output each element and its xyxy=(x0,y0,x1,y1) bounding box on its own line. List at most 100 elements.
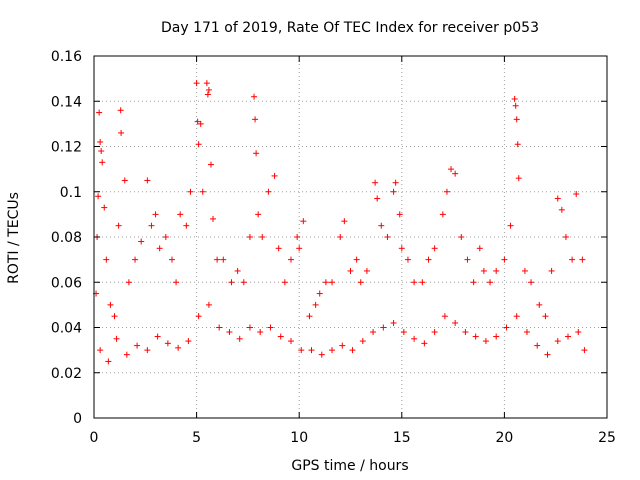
axis-ticks xyxy=(93,55,608,419)
data-point xyxy=(123,351,130,358)
data-point xyxy=(95,193,102,200)
data-point xyxy=(493,267,500,274)
y-tick-label: 0.14 xyxy=(51,94,82,110)
data-point xyxy=(431,245,438,252)
x-tick-label: 15 xyxy=(393,430,411,446)
y-tick-label: 0.04 xyxy=(51,321,82,337)
data-point xyxy=(462,329,469,336)
data-point xyxy=(144,347,151,354)
data-point xyxy=(398,245,405,252)
data-point xyxy=(246,234,253,240)
data-point xyxy=(99,159,106,166)
data-point xyxy=(101,204,108,211)
data-point xyxy=(512,102,519,109)
data-point xyxy=(255,211,262,218)
data-point xyxy=(470,279,477,286)
data-point xyxy=(240,279,247,286)
data-point xyxy=(294,234,301,240)
x-tick-label: 5 xyxy=(192,430,201,446)
data-point xyxy=(154,333,161,340)
data-point xyxy=(372,179,379,186)
data-point xyxy=(384,234,391,240)
y-tick-label: 0.06 xyxy=(51,275,82,291)
data-point xyxy=(287,338,294,345)
y-axis-label: ROTI / TECUs xyxy=(6,192,22,284)
data-point xyxy=(558,206,565,213)
data-point xyxy=(575,329,582,336)
data-point xyxy=(177,211,184,218)
data-point xyxy=(281,279,288,286)
data-point xyxy=(118,129,125,136)
x-tick-label: 0 xyxy=(90,430,99,446)
data-point xyxy=(199,188,206,195)
data-point xyxy=(197,120,204,127)
data-point xyxy=(337,234,344,240)
data-point xyxy=(357,279,364,286)
data-point xyxy=(359,338,366,345)
data-point xyxy=(458,234,465,240)
data-point xyxy=(251,93,258,100)
data-point xyxy=(298,347,305,354)
data-point xyxy=(300,218,307,225)
data-point xyxy=(185,338,192,345)
data-point xyxy=(411,335,418,342)
data-point xyxy=(396,211,403,218)
data-point xyxy=(363,267,370,274)
data-point xyxy=(581,347,588,354)
data-point xyxy=(322,279,329,286)
y-tick-label: 0.1 xyxy=(60,185,82,201)
data-point xyxy=(374,195,381,202)
data-point xyxy=(194,118,201,125)
data-point xyxy=(378,222,385,229)
data-point xyxy=(542,313,549,320)
data-point xyxy=(480,267,487,274)
data-point xyxy=(318,351,325,358)
data-point xyxy=(246,324,253,331)
data-point xyxy=(339,342,346,349)
x-tick-label: 20 xyxy=(495,430,513,446)
data-point xyxy=(513,313,520,320)
data-point xyxy=(503,324,510,331)
y-tick-label: 0.08 xyxy=(51,230,82,246)
data-point xyxy=(97,138,104,145)
x-tick-label: 10 xyxy=(290,430,308,446)
data-point xyxy=(195,141,202,148)
data-point xyxy=(425,256,432,263)
data-point xyxy=(507,222,514,229)
data-point xyxy=(210,215,217,222)
data-point xyxy=(404,256,411,263)
data-point xyxy=(441,313,448,320)
data-point xyxy=(121,177,128,184)
data-point xyxy=(265,188,272,195)
data-point xyxy=(115,222,122,229)
data-point xyxy=(207,161,214,168)
chart-title: Day 171 of 2019, Rate Of TEC Index for r… xyxy=(161,20,539,36)
data-point xyxy=(144,177,151,184)
data-point xyxy=(205,86,212,93)
x-axis-label: GPS time / hours xyxy=(291,458,408,474)
data-point xyxy=(105,358,112,365)
data-point xyxy=(548,267,555,274)
data-point xyxy=(96,109,103,116)
data-point xyxy=(156,245,163,252)
data-point xyxy=(236,335,243,342)
data-point xyxy=(252,116,259,123)
data-point xyxy=(277,333,284,340)
data-point xyxy=(220,256,227,263)
data-point xyxy=(306,313,313,320)
data-point xyxy=(296,245,303,252)
data-point xyxy=(544,351,551,358)
data-point xyxy=(431,329,438,336)
data-point xyxy=(308,347,315,354)
data-point xyxy=(168,256,175,263)
data-point xyxy=(287,256,294,263)
data-point xyxy=(203,80,210,87)
data-point xyxy=(513,116,520,123)
y-tick-label: 0 xyxy=(73,411,82,427)
data-point xyxy=(234,267,241,274)
data-point xyxy=(515,175,522,182)
data-point xyxy=(476,245,483,252)
data-point xyxy=(253,150,260,157)
data-point xyxy=(347,267,354,274)
data-point xyxy=(370,329,377,336)
